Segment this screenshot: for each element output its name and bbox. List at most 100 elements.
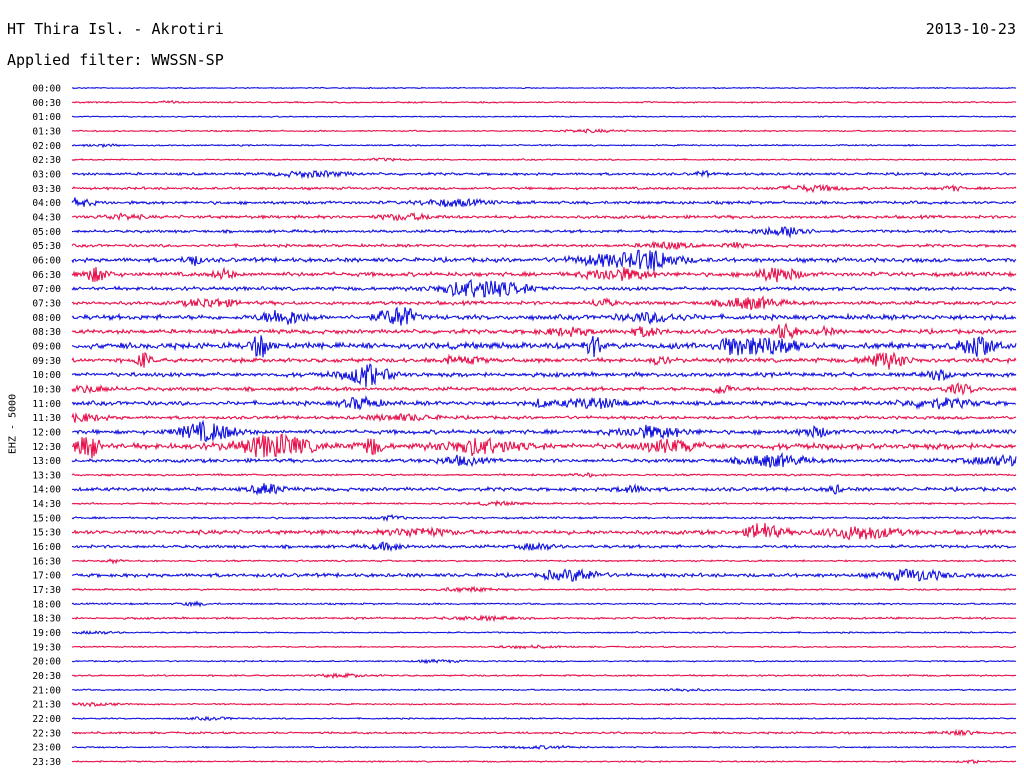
trace-line [71, 644, 1017, 650]
row-time-label: 03:00 [32, 169, 61, 180]
trace-line [71, 351, 1017, 370]
trace-line [71, 225, 1017, 239]
trace-line [71, 295, 1017, 311]
row-time-label: 18:30 [32, 614, 61, 625]
row-time-label: 10:30 [32, 384, 61, 395]
row-time-label: 23:00 [32, 743, 61, 754]
trace-line [71, 658, 1017, 665]
row-time-label: 16:00 [32, 542, 61, 553]
trace-line [71, 499, 1017, 508]
row-time-label: 00:30 [32, 98, 61, 109]
row-time-label: 07:30 [32, 298, 61, 309]
row-time-label: 05:00 [32, 227, 61, 238]
trace-line [71, 115, 1017, 118]
row-time-label: 11:30 [32, 413, 61, 424]
trace-line [71, 143, 1017, 149]
row-time-label: 01:00 [32, 112, 61, 123]
row-time-label: 11:00 [32, 399, 61, 410]
trace-line [71, 306, 1017, 326]
row-time-label: 09:30 [32, 356, 61, 367]
row-time-label: 18:00 [32, 599, 61, 610]
row-time-label: 02:00 [32, 141, 61, 152]
trace-line [71, 433, 1017, 459]
row-time-label: 21:00 [32, 685, 61, 696]
trace-line [71, 240, 1017, 250]
trace-line [71, 558, 1017, 565]
row-time-label: 04:30 [32, 212, 61, 223]
row-time-label: 19:00 [32, 628, 61, 639]
record-date: 2013-10-23 [925, 20, 1016, 38]
row-time-label: 06:00 [32, 255, 61, 266]
trace-line [71, 212, 1017, 222]
row-time-label: 01:30 [32, 126, 61, 137]
trace-line [71, 522, 1017, 541]
trace-line [71, 744, 1017, 750]
trace-line [71, 472, 1017, 478]
trace-line [71, 701, 1017, 708]
row-time-label: 13:00 [32, 456, 61, 467]
trace-line [71, 585, 1017, 594]
trace-line [71, 183, 1017, 194]
trace-line [71, 412, 1017, 423]
trace-line [71, 568, 1017, 582]
trace-line [71, 451, 1017, 468]
row-time-label: 22:00 [32, 714, 61, 725]
row-time-label: 07:00 [32, 284, 61, 295]
trace-line [71, 541, 1017, 553]
filter-label: Applied filter: WWSSN-SP [7, 51, 224, 69]
trace-line [71, 483, 1017, 496]
row-time-label: 15:30 [32, 528, 61, 539]
row-time-label: 08:00 [32, 313, 61, 324]
trace-line [71, 382, 1017, 396]
trace-line [71, 249, 1017, 272]
trace-line [71, 614, 1017, 623]
row-time-label: 16:30 [32, 556, 61, 567]
trace-line [71, 128, 1017, 134]
row-time-label: 09:00 [32, 341, 61, 352]
row-time-label: 06:30 [32, 270, 61, 281]
row-time-label: 04:00 [32, 198, 61, 209]
row-time-label: 21:30 [32, 700, 61, 711]
trace-line [72, 630, 1017, 636]
row-time-label: 20:30 [32, 671, 61, 682]
row-time-label: 22:30 [32, 728, 61, 739]
row-time-label: 10:00 [32, 370, 61, 381]
trace-line [71, 395, 1017, 411]
row-time-label: 03:30 [32, 184, 61, 195]
trace-line [71, 363, 1017, 388]
trace-line [71, 279, 1017, 298]
trace-line [71, 687, 1017, 693]
trace-line [71, 322, 1017, 340]
trace-line [71, 169, 1017, 180]
trace-line [71, 759, 1017, 765]
row-time-label: 08:30 [32, 327, 61, 338]
trace-line [71, 99, 1017, 104]
trace-line [71, 513, 1017, 522]
row-time-label: 17:00 [32, 571, 61, 582]
row-time-label: 05:30 [32, 241, 61, 252]
row-time-label: 13:30 [32, 470, 61, 481]
row-time-label: 14:30 [32, 499, 61, 510]
row-time-label: 12:00 [32, 427, 61, 438]
row-time-label: 00:00 [32, 84, 61, 95]
row-time-label: 19:30 [32, 642, 61, 653]
trace-line [71, 335, 1017, 358]
row-time-label: 17:30 [32, 585, 61, 596]
trace-line [71, 672, 1017, 680]
row-time-label: 14:00 [32, 485, 61, 496]
row-time-label: 12:30 [32, 442, 61, 453]
station-title: HT Thira Isl. - Akrotiri [7, 20, 224, 38]
trace-line [71, 728, 1017, 737]
row-time-label: 02:30 [32, 155, 61, 166]
trace-line [71, 197, 1017, 208]
trace-line [71, 266, 1017, 283]
trace-line [71, 419, 1017, 443]
trace-line [71, 157, 1017, 162]
trace-line [71, 715, 1017, 722]
trace-line [71, 86, 1017, 90]
row-time-label: 15:00 [32, 513, 61, 524]
trace-line [71, 600, 1017, 608]
row-time-label: 23:30 [32, 757, 61, 768]
row-time-label: 20:00 [32, 657, 61, 668]
